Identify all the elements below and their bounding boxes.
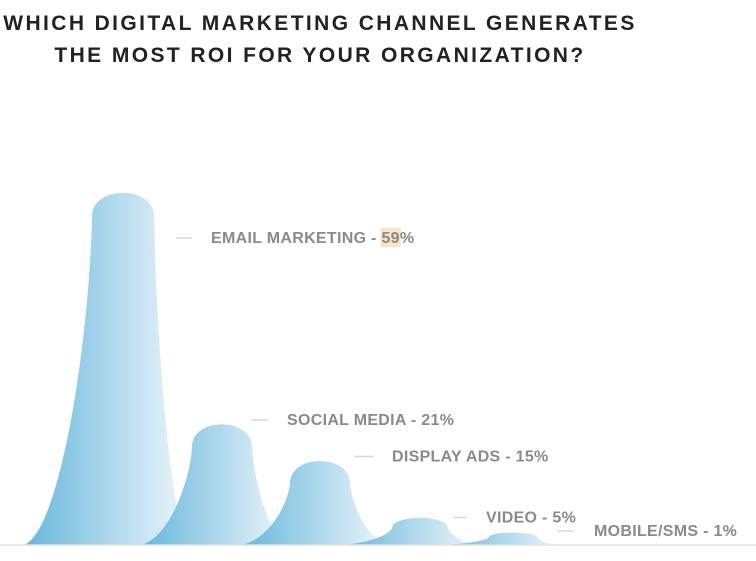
- peak-display-ads: [240, 461, 390, 545]
- data-value: 15: [516, 449, 534, 466]
- data-label-social-media: SOCIAL MEDIA - 21%: [287, 412, 454, 429]
- chart-title-line-1: WHICH DIGITAL MARKETING CHANNEL GENERATE…: [3, 12, 637, 35]
- peak-mobile-sms: [440, 532, 560, 545]
- data-value: 1: [713, 523, 722, 540]
- data-label-mobile-sms: MOBILE/SMS - 1%: [594, 523, 737, 540]
- chart-title-line-2: THE MOST ROI FOR YOUR ORGANIZATION?: [54, 44, 586, 67]
- data-label-video: VIDEO - 5%: [486, 510, 576, 527]
- value-highlight: [380, 228, 401, 248]
- data-value: 5: [552, 510, 561, 527]
- data-value: 21: [421, 412, 439, 429]
- data-value: 59: [381, 230, 399, 247]
- chart-title: WHICH DIGITAL MARKETING CHANNEL GENERATE…: [0, 8, 640, 72]
- data-label-email-marketing: EMAIL MARKETING - 59%: [211, 230, 414, 247]
- peak-video: [340, 517, 480, 545]
- peak-social-media: [140, 424, 290, 545]
- data-label-display-ads: DISPLAY ADS - 15%: [392, 449, 549, 466]
- peak-email-marketing: [24, 192, 190, 545]
